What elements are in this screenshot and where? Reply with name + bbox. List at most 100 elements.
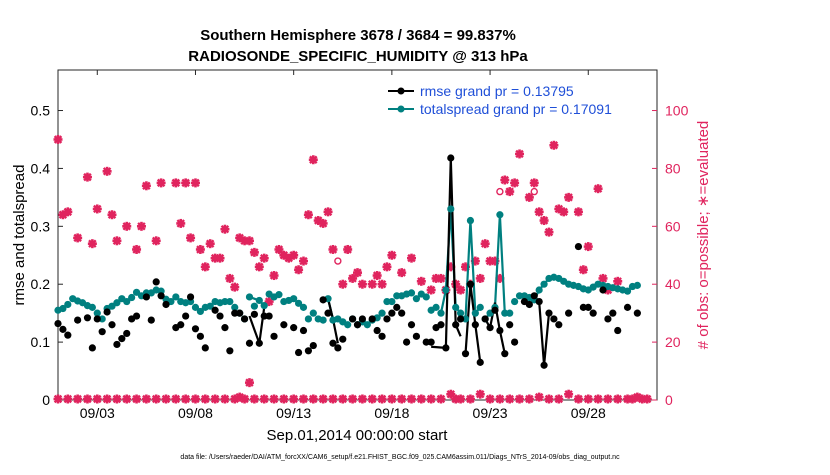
legend-spread-label: totalspread grand pr = 0.17091 — [420, 101, 612, 117]
rmse-point — [437, 321, 445, 329]
obs-evaluated-marker — [102, 166, 112, 176]
rmse-point — [54, 319, 62, 328]
spread-point — [466, 216, 475, 225]
y-right-tick-label: 80 — [665, 160, 681, 176]
rmse-point — [609, 309, 617, 317]
obs-evaluated-marker — [141, 394, 151, 404]
obs-evaluated-marker — [200, 262, 210, 272]
rmse-point — [511, 338, 519, 346]
obs-evaluated-marker — [382, 262, 392, 272]
obs-evaluated-marker — [338, 394, 348, 404]
obs-evaluated-marker — [303, 210, 313, 220]
y-right-tick-label: 0 — [665, 392, 673, 408]
spread-point — [245, 293, 254, 301]
obs-evaluated-marker — [515, 394, 525, 404]
obs-evaluated-marker — [534, 207, 544, 217]
obs-evaluated-marker — [500, 175, 510, 185]
rmse-point — [614, 326, 622, 335]
obs-evaluated-marker — [215, 253, 225, 263]
x-tick-label: 09/03 — [80, 405, 115, 421]
rmse-series — [54, 154, 641, 369]
spread-point — [476, 303, 484, 311]
rmse-point — [461, 350, 470, 358]
obs-evaluated-marker — [132, 394, 142, 404]
y-right-tick-label: 100 — [665, 103, 689, 119]
obs-evaluated-marker — [593, 394, 603, 404]
obs-possible-marker — [496, 187, 504, 196]
spread-point — [260, 302, 268, 310]
obs-evaluated-marker — [244, 378, 254, 388]
obs-evaluated-marker — [539, 216, 549, 226]
obs-evaluated-marker — [112, 394, 122, 404]
spread-point — [128, 293, 136, 302]
rmse-point — [280, 321, 288, 329]
rmse-point — [329, 339, 337, 347]
spread-point — [299, 303, 308, 311]
obs-evaluated-marker — [318, 394, 328, 404]
spread-point — [432, 303, 440, 311]
rmse-point — [525, 300, 533, 309]
rmse-point — [535, 297, 543, 306]
obs-evaluated-marker — [92, 394, 102, 404]
legend: rmse grand pr = 0.13795 totalspread gran… — [388, 83, 612, 117]
rmse-point — [132, 312, 141, 320]
rmse-point — [319, 296, 327, 304]
rmse-point — [378, 332, 386, 340]
obs-evaluated-marker — [397, 268, 407, 278]
obs-evaluated-marker — [122, 394, 132, 404]
obs-evaluated-marker — [416, 394, 426, 404]
rmse-point — [177, 321, 185, 329]
obs-evaluated-marker — [544, 394, 554, 404]
rmse-point — [309, 341, 317, 350]
obs-evaluated-marker — [475, 273, 485, 283]
chart-subtitle: RADIOSONDE_SPECIFIC_HUMIDITY @ 313 hPa — [188, 48, 528, 65]
obs-evaluated-marker — [348, 394, 358, 404]
obs-evaluated-marker — [426, 285, 436, 295]
obs-evaluated-marker — [190, 394, 200, 404]
obs-evaluated-marker — [593, 184, 603, 194]
obs-evaluated-marker — [338, 279, 348, 289]
obs-possible-marker — [334, 257, 342, 265]
spread-point — [540, 280, 548, 288]
spread-point — [88, 303, 96, 311]
rmse-point — [506, 321, 514, 329]
rmse-point — [74, 316, 82, 324]
rmse-point — [226, 347, 234, 355]
obs-evaluated-marker — [642, 394, 652, 404]
y-right-axis-label: # of obs: o=possible; ∗=evaluated — [695, 121, 712, 350]
rmse-point — [353, 321, 362, 329]
obs-evaluated-marker — [171, 394, 181, 404]
obs-evaluated-marker — [210, 394, 220, 404]
obs-evaluated-marker — [387, 250, 397, 260]
obs-evaluated-marker — [102, 394, 112, 404]
obs-evaluated-marker — [495, 394, 505, 404]
obs-possible-marker — [530, 187, 538, 196]
rmse-point — [196, 332, 204, 340]
rmse-point — [191, 325, 200, 333]
obs-evaluated-marker — [156, 178, 166, 188]
rmse-point — [182, 312, 190, 320]
rmse-point — [162, 300, 170, 309]
spread-point — [633, 281, 641, 289]
obs-evaluated-marker — [279, 394, 289, 404]
obs-evaluated-marker — [298, 256, 308, 266]
obs-evaluated-marker — [269, 271, 279, 281]
rmse-point — [255, 339, 263, 347]
obs-evaluated-marker — [220, 224, 230, 234]
x-tick-label: 09/18 — [374, 405, 409, 421]
spread-point — [290, 295, 298, 303]
spread-point — [191, 303, 200, 311]
spread-point — [206, 302, 214, 310]
totalspread-series — [54, 205, 641, 329]
spread-point — [447, 205, 455, 213]
obs-evaluated-marker — [343, 244, 353, 254]
data-file-footnote: data file: /Users/raeder/DAI/ATM_forcXX/… — [180, 454, 620, 461]
obs-evaluated-marker — [367, 394, 377, 404]
rmse-point — [142, 293, 150, 301]
rmse-point — [383, 315, 391, 323]
spread-point — [196, 307, 204, 316]
obs-evaluated-marker — [73, 394, 83, 404]
spread-point — [59, 304, 67, 313]
obs-evaluated-marker — [249, 247, 259, 257]
